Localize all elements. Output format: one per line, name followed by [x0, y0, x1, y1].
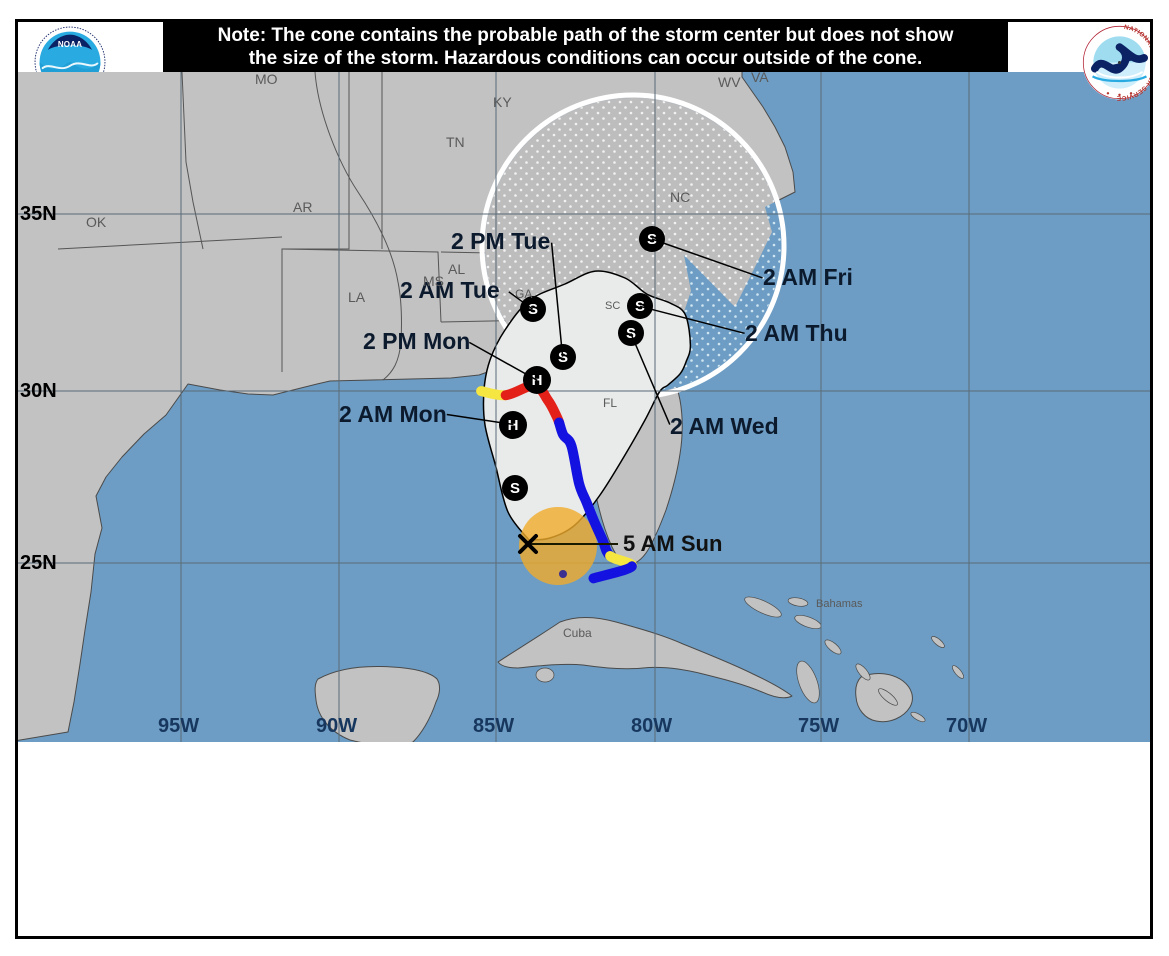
- svg-text:95W: 95W: [158, 715, 199, 737]
- svg-text:MO: MO: [255, 72, 278, 87]
- svg-text:S: S: [510, 480, 520, 497]
- svg-text:LA: LA: [348, 289, 366, 305]
- svg-text:2 PM Tue: 2 PM Tue: [451, 228, 550, 254]
- svg-text:80W: 80W: [631, 715, 672, 737]
- svg-text:SC: SC: [605, 300, 620, 312]
- svg-text:90W: 90W: [316, 715, 357, 737]
- svg-text:Cuba: Cuba: [563, 626, 592, 640]
- svg-text:OK: OK: [86, 214, 107, 230]
- svg-text:75W: 75W: [798, 715, 839, 737]
- svg-text:WV: WV: [718, 74, 741, 90]
- svg-text:AR: AR: [293, 199, 312, 215]
- svg-text:H: H: [508, 417, 519, 434]
- svg-text:S: S: [558, 349, 568, 366]
- svg-text:5 AM Sun: 5 AM Sun: [623, 531, 722, 556]
- svg-text:30N: 30N: [20, 380, 57, 402]
- svg-text:NC: NC: [670, 189, 690, 205]
- svg-text:KY: KY: [493, 94, 512, 110]
- svg-text:TN: TN: [446, 134, 465, 150]
- svg-text:2 AM Tue: 2 AM Tue: [400, 277, 500, 303]
- svg-text:2 AM Mon: 2 AM Mon: [339, 401, 447, 427]
- svg-text:VA: VA: [751, 72, 769, 85]
- svg-text:FL: FL: [603, 396, 617, 410]
- svg-text:2 AM Thu: 2 AM Thu: [745, 320, 848, 346]
- svg-text:25N: 25N: [20, 552, 57, 574]
- svg-text:85W: 85W: [473, 715, 514, 737]
- svg-text:2 AM Fri: 2 AM Fri: [763, 264, 853, 290]
- svg-text:Bahamas: Bahamas: [816, 598, 863, 610]
- svg-text:NOAA: NOAA: [58, 40, 82, 49]
- svg-text:GA: GA: [515, 287, 532, 301]
- svg-text:2 PM Mon: 2 PM Mon: [363, 328, 470, 354]
- svg-text:35N: 35N: [20, 203, 57, 225]
- svg-text:S: S: [528, 301, 538, 318]
- svg-text:70W: 70W: [946, 715, 987, 737]
- svg-text:AL: AL: [448, 261, 465, 277]
- svg-text:2 AM Wed: 2 AM Wed: [670, 413, 779, 439]
- svg-text:MS: MS: [423, 273, 444, 289]
